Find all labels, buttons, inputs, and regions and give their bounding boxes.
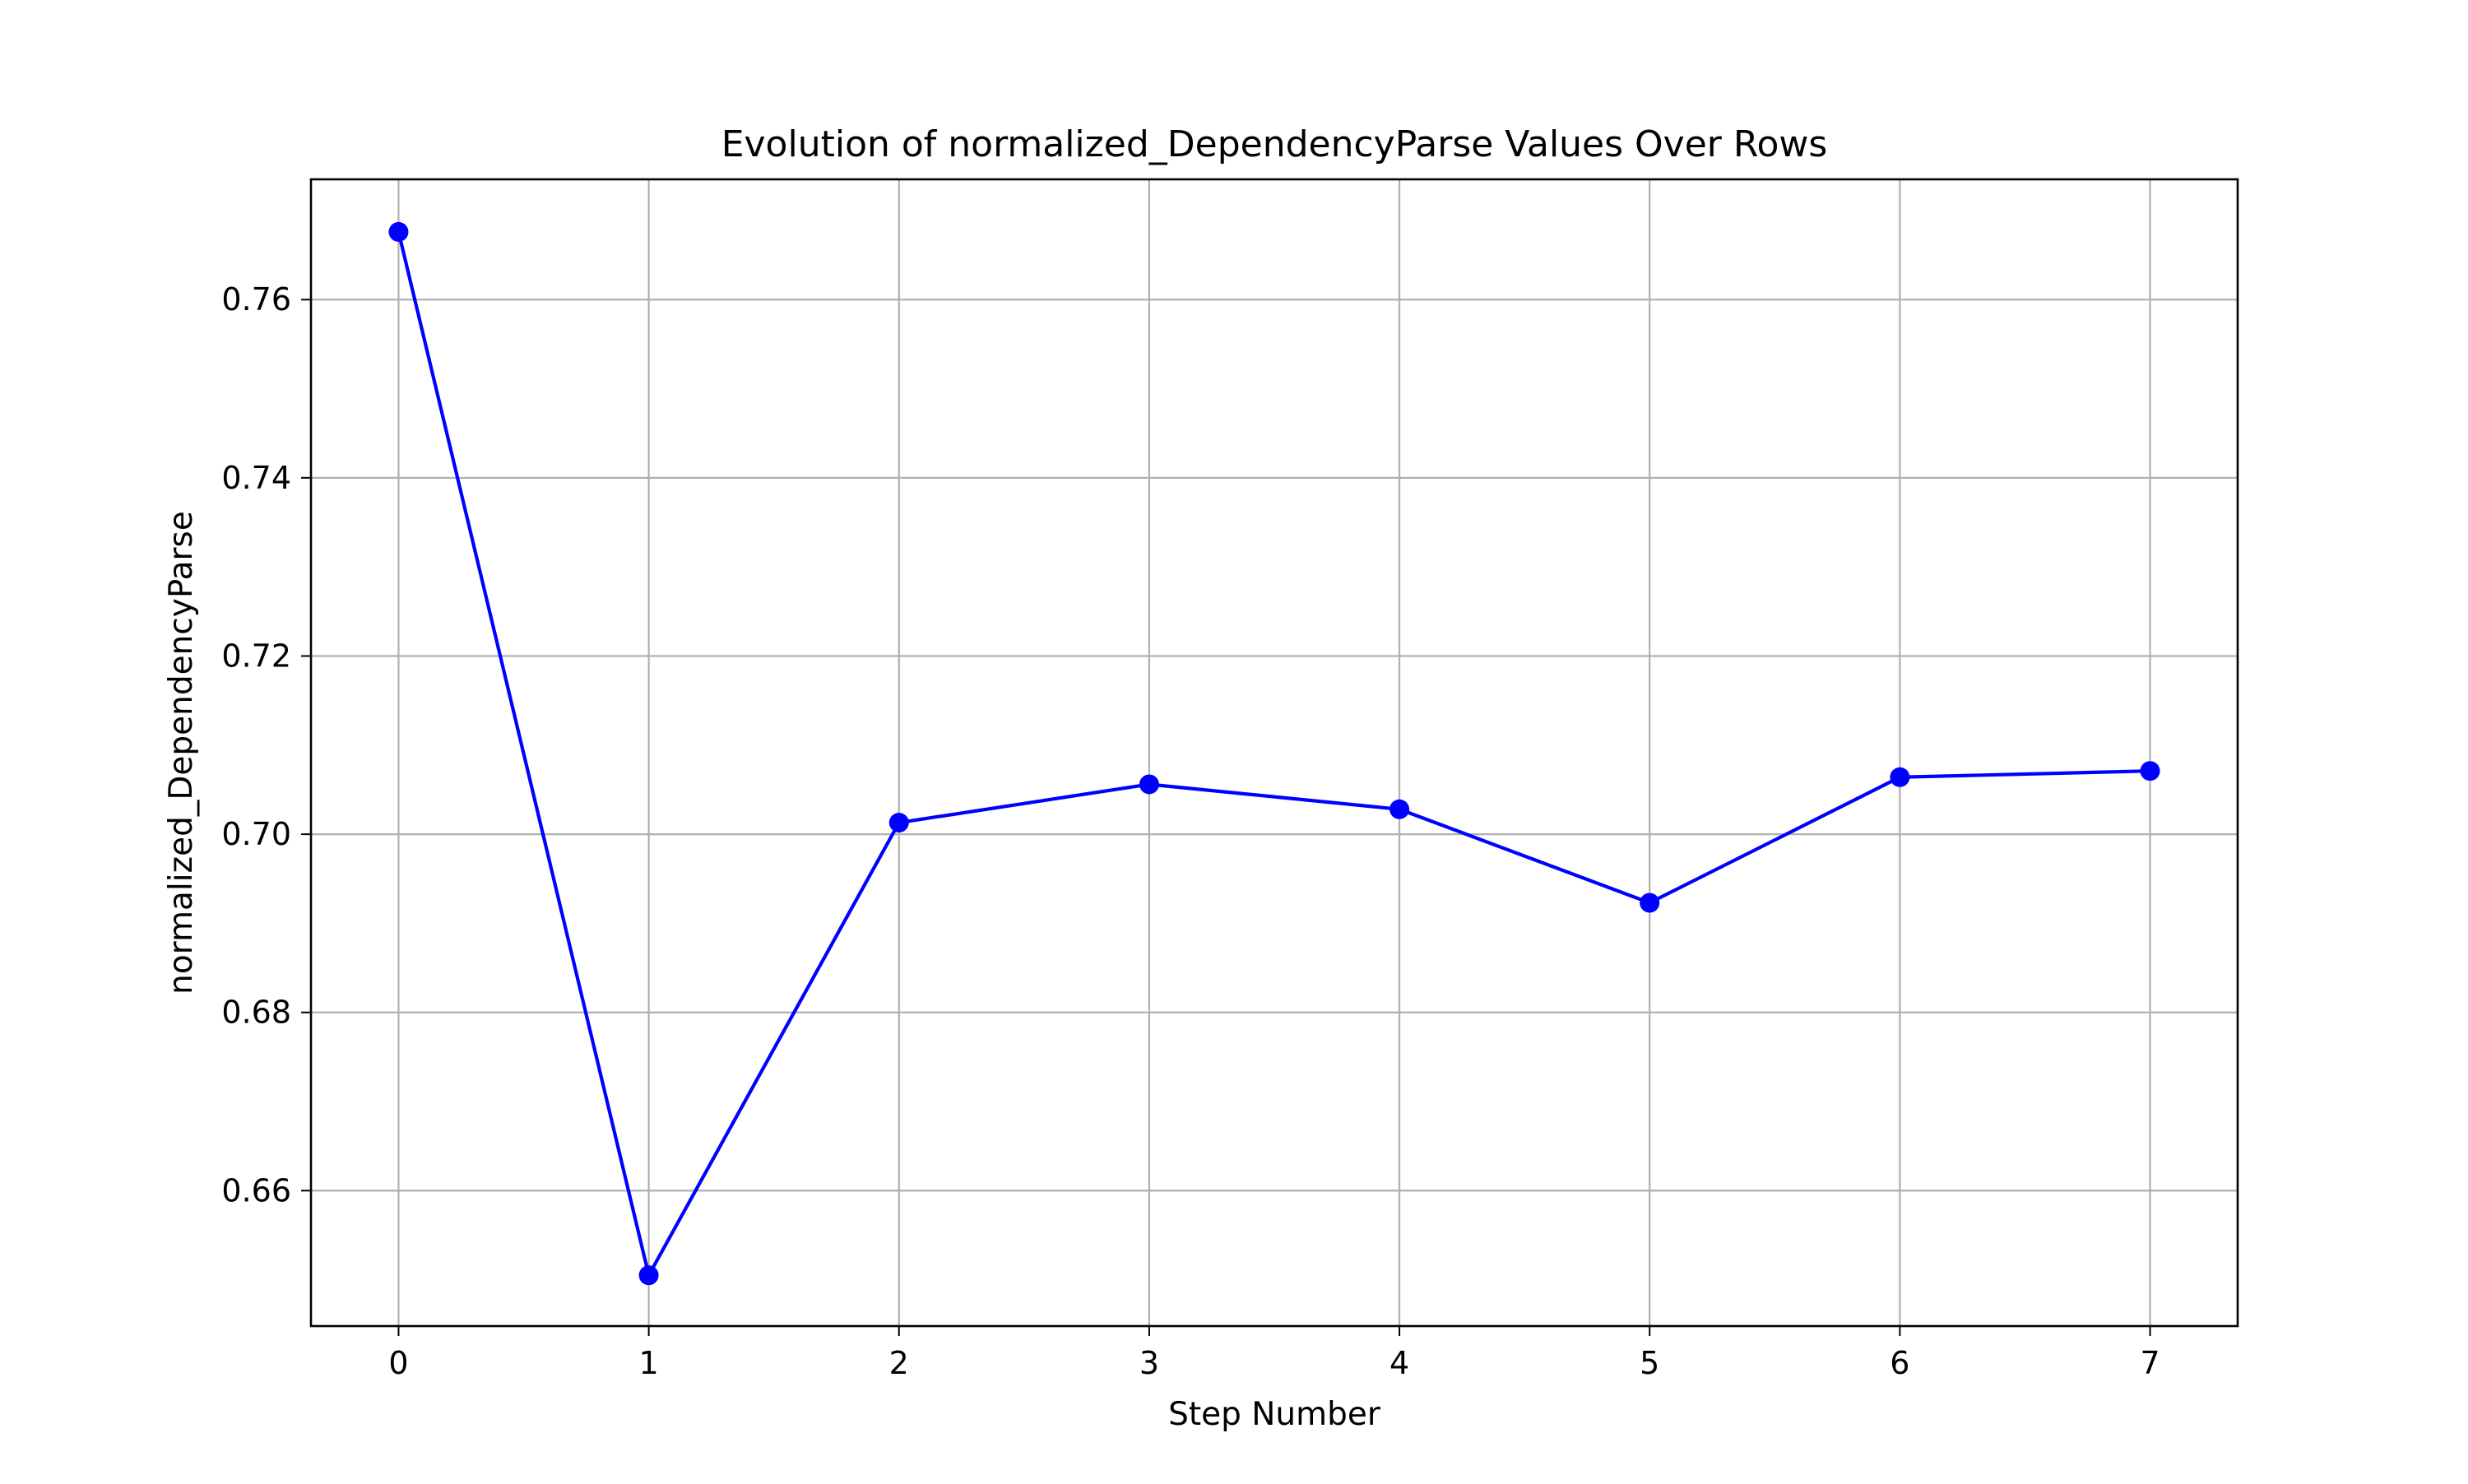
y-tick-label: 0.72 xyxy=(221,638,291,674)
x-tick-label: 2 xyxy=(889,1345,909,1381)
data-point xyxy=(638,1265,659,1286)
axis-ticks: 0 1 2 3 4 5 6 7 0.66 0.68 0.70 0.72 0.74 0.76 xyxy=(221,281,2160,1381)
y-tick-label: 0.74 xyxy=(221,460,291,496)
data-point xyxy=(1139,774,1159,795)
x-tick-label: 0 xyxy=(388,1345,408,1381)
data-point xyxy=(888,813,909,833)
y-tick-label: 0.68 xyxy=(221,995,291,1031)
y-tick-label: 0.76 xyxy=(221,281,291,318)
y-tick-label: 0.66 xyxy=(221,1172,291,1208)
data-point xyxy=(388,221,409,242)
x-tick-label: 1 xyxy=(639,1345,659,1381)
data-point xyxy=(1890,767,1910,787)
y-axis-label: normalized_DependencyParse xyxy=(163,511,200,995)
data-point xyxy=(2140,761,2160,781)
x-axis-label: Step Number xyxy=(1168,1396,1381,1433)
grid-lines xyxy=(311,179,2238,1326)
data-point xyxy=(1640,893,1660,913)
plot-frame xyxy=(309,178,2239,1328)
series-line xyxy=(397,231,2150,1278)
x-tick-label: 3 xyxy=(1139,1345,1159,1381)
data-point xyxy=(1389,799,1410,819)
y-tick-label: 0.70 xyxy=(221,816,291,852)
x-tick-label: 6 xyxy=(1890,1345,1909,1381)
series-layer xyxy=(388,221,2160,1286)
chart-title: Evolution of normalized_DependencyParse … xyxy=(721,123,1828,165)
x-tick-label: 4 xyxy=(1389,1345,1409,1381)
x-tick-label: 7 xyxy=(2140,1345,2160,1381)
x-tick-label: 5 xyxy=(1640,1345,1659,1381)
